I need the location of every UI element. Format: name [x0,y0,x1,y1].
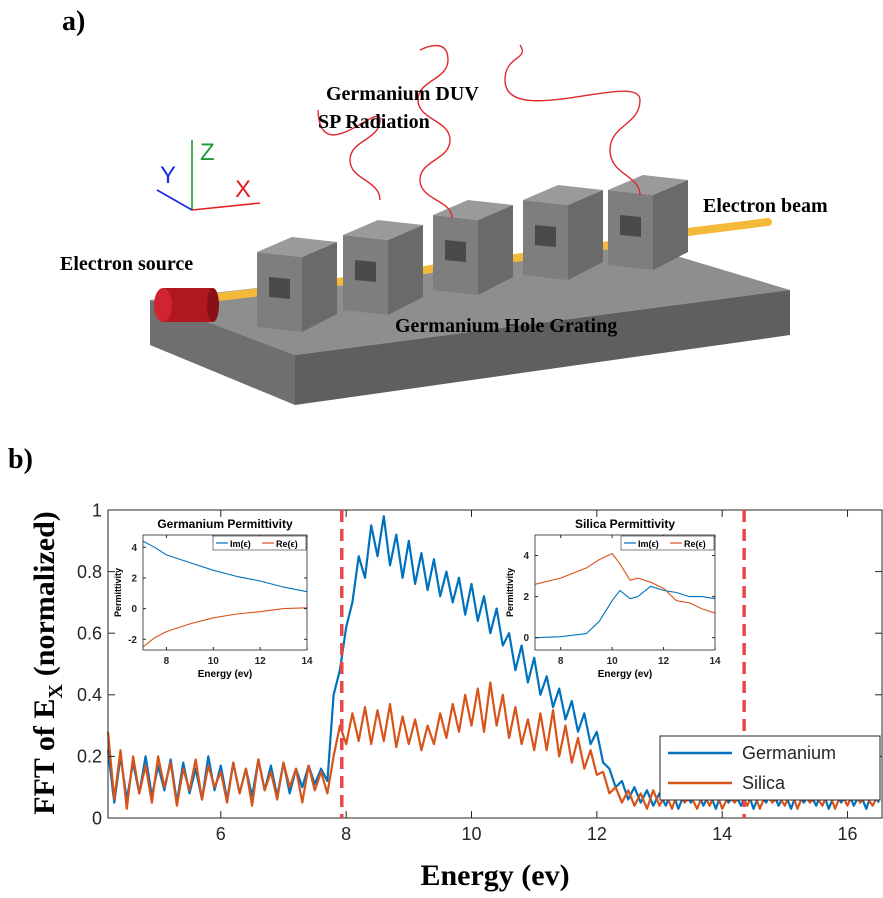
y-axis-title: Permittivity [505,568,515,617]
x-tick-label: 14 [301,656,313,667]
series-line [534,552,716,614]
x-tick-label: 6 [216,824,226,844]
x-tick-label: 12 [255,656,267,667]
series-line [142,540,308,593]
source-face [154,288,172,322]
axis-name: Y [160,162,176,189]
x-tick-label: 8 [341,824,351,844]
label: Germanium Hole Grating [395,315,617,337]
legend-box [659,735,881,801]
block-hole [355,260,376,282]
block-hole [269,277,290,299]
plot-area [143,535,307,650]
y-tick-label: 4 [131,543,137,554]
y-tick-label: 0.8 [77,562,102,582]
axes-frame [534,534,716,651]
x-tick-label: 10 [607,656,619,667]
text: FFT of E [28,699,61,815]
block-side [653,180,688,270]
x-tick-label: 10 [461,824,481,844]
axes-frame [107,509,883,819]
legend-label: Silica [742,773,786,793]
y-tick-label: 2 [131,573,137,584]
text: X [45,684,67,699]
chart-title: Germanium Permittivity [157,517,293,531]
y-tick-label: 0 [92,808,102,828]
block-hole [535,225,556,247]
radiation [317,44,641,219]
label: SP Radiation [318,111,430,133]
block-hole [445,240,466,262]
wave [417,44,453,219]
x-tick-label: 8 [164,656,170,667]
axes-triad [156,140,261,211]
y-tick-label: 2 [523,592,529,603]
text: (normalized) [28,511,61,676]
legend-label: Im(ϵ) [230,539,251,549]
wave [317,109,381,201]
panel-label: a) [62,6,85,37]
legend-box [620,535,715,551]
block-side [568,190,603,280]
y-axis-title: FFT of EX (normalized) [28,511,67,815]
block-hole [620,215,641,237]
y-tick-label: 4 [523,551,529,562]
wave [504,44,641,196]
source-end [207,288,219,322]
legend-label: Re(ϵ) [684,539,706,549]
panel-label: b) [8,444,33,475]
legend-label: Re(ϵ) [276,539,298,549]
block-top [343,220,423,240]
x-tick-label: 14 [712,824,732,844]
diagram: Z X Y Germanium DUV SP Radiation Electro… [60,44,828,405]
legend-label: Germanium [742,743,836,763]
series-line [534,585,716,639]
y-tick-label: 0 [131,604,137,615]
blocks [257,175,688,332]
x-tick-label: 12 [658,656,670,667]
axes-frame [142,534,308,651]
y-axis-title: Permittivity [113,568,123,617]
x-axis-title: Energy (ev) [598,669,652,680]
y-tick-label: 0.2 [77,747,102,767]
block-top [257,237,337,257]
x-tick-label: 8 [558,656,564,667]
y-tick-label: 1 [92,500,102,520]
plot-area [535,535,715,650]
x-tick-label: 12 [587,824,607,844]
block-top [608,175,688,195]
y-tick-label: -2 [128,635,137,646]
y-tick-label: 0 [523,633,529,644]
legend-box [212,535,307,551]
x-axis-title: Energy (ev) [420,859,569,892]
x-axis-title: Energy (ev) [198,669,252,680]
legend-label: Im(ϵ) [638,539,659,549]
label: Germanium DUV [326,83,479,105]
x-axis [191,202,261,211]
series-line [142,607,308,648]
y-tick-label: 0.6 [77,624,102,644]
label: Electron beam [703,195,828,217]
slab-front [295,290,790,405]
beam-segment [684,218,772,236]
y-tick-label: 0.4 [77,685,102,705]
x-tick-label: 14 [709,656,721,667]
block-side [302,242,337,332]
block-top [433,200,513,220]
chart-title: Silica Permittivity [575,517,675,531]
axis-name: X [235,176,251,203]
axis-name: Z [200,139,215,166]
x-tick-label: 16 [838,824,858,844]
x-tick-label: 10 [208,656,220,667]
block-side [388,225,423,315]
y-axis [156,189,193,211]
block-side [478,205,513,295]
block-top [523,185,603,205]
label: Electron source [60,253,193,275]
slab-side [150,300,295,405]
